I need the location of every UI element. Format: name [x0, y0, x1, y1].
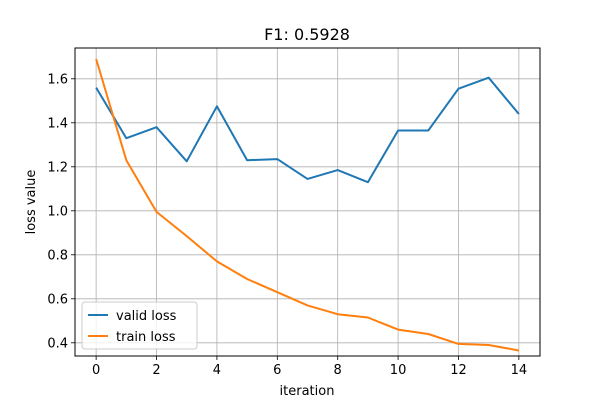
x-tick-label: 4 [213, 363, 221, 378]
series-lines [95, 58, 520, 352]
x-tick-label: 14 [511, 363, 528, 378]
y-tick-label: 1.2 [47, 160, 68, 175]
legend: valid loss train loss [81, 301, 198, 350]
legend-label-train-loss: train loss [116, 330, 176, 345]
x-tick-label: 8 [334, 363, 342, 378]
x-axis-label: iteration [280, 384, 335, 399]
legend-label-valid-loss: valid loss [116, 309, 177, 324]
x-tick-label: 12 [450, 363, 467, 378]
y-tick-label: 0.6 [47, 292, 68, 307]
y-tick-label: 1.0 [47, 204, 68, 219]
x-tick-label: 2 [152, 363, 160, 378]
axis-ticks: 0 2 4 6 8 10 12 14 0.4 0.6 0.8 1.0 1.2 1.4 1.6 [47, 72, 527, 378]
legend-box [81, 301, 198, 350]
y-tick-label: 1.6 [47, 72, 68, 87]
x-tick-label: 10 [390, 363, 407, 378]
y-tick-label: 0.8 [47, 248, 68, 263]
plot-area-frame [74, 47, 541, 357]
x-tick-label: 6 [273, 363, 281, 378]
series-line-train-loss [95, 58, 520, 352]
series-line-valid-loss [95, 76, 520, 184]
y-tick-label: 0.4 [47, 336, 68, 351]
y-tick-label: 1.4 [47, 116, 68, 131]
y-axis-label: loss value [24, 170, 39, 235]
chart-title: F1: 0.5928 [264, 25, 350, 44]
x-tick-label: 0 [92, 363, 100, 378]
